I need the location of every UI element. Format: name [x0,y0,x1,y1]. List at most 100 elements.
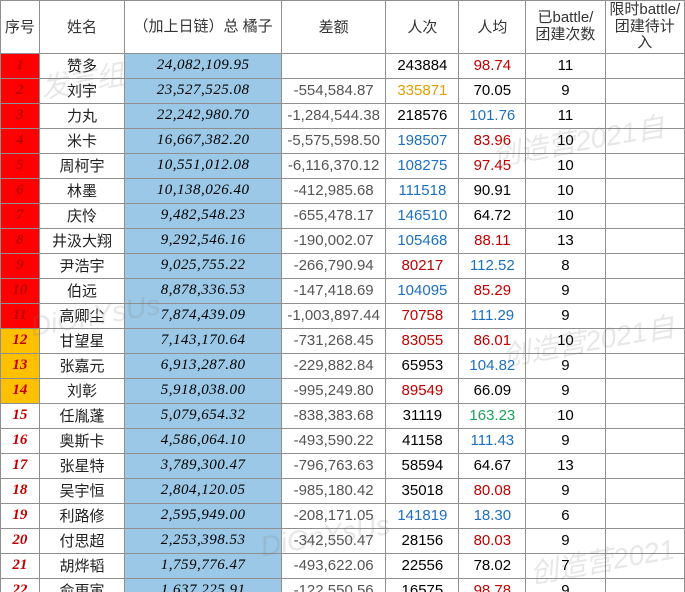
cell-avg: 83.96 [459,128,526,153]
cell-diff: -190,002.07 [281,228,385,253]
cell-id: 11 [1,303,40,328]
cell-name: 赞多 [39,53,125,78]
header-avg: 人均 [459,1,526,54]
cell-battle: 6 [526,503,605,528]
cell-name: 刘宇 [39,78,125,103]
cell-avg: 18.30 [459,503,526,528]
cell-name: 俞更寅 [39,578,125,592]
cell-avg: 64.67 [459,453,526,478]
cell-limit [605,328,684,353]
cell-name: 林墨 [39,178,125,203]
cell-total: 6,913,287.80 [125,353,282,378]
cell-battle: 13 [526,453,605,478]
cell-total: 1,637,225.91 [125,578,282,592]
table-row: 8井汲大翔9,292,546.16-190,002.0710546888.111… [1,228,685,253]
cell-limit [605,228,684,253]
table-row: 3力丸22,242,980.70-1,284,544.38218576101.7… [1,103,685,128]
cell-count: 35018 [386,478,459,503]
table-row: 6林墨10,138,026.40-412,985.6811151890.9110 [1,178,685,203]
ranking-table: 序号 姓名 （加上日链）总 橘子 差额 人次 人均 已battle/ 团建次数 … [0,0,685,592]
cell-avg: 112.52 [459,253,526,278]
cell-battle: 9 [526,428,605,453]
cell-diff: -1,284,544.38 [281,103,385,128]
cell-avg: 97.45 [459,153,526,178]
cell-id: 10 [1,278,40,303]
cell-battle: 9 [526,528,605,553]
cell-diff: -412,985.68 [281,178,385,203]
cell-limit [605,578,684,592]
cell-id: 3 [1,103,40,128]
cell-id: 15 [1,403,40,428]
cell-diff: -6,116,370.12 [281,153,385,178]
cell-id: 18 [1,478,40,503]
cell-limit [605,353,684,378]
cell-total: 1,759,776.47 [125,553,282,578]
cell-limit [605,128,684,153]
cell-avg: 78.02 [459,553,526,578]
cell-avg: 98.78 [459,578,526,592]
table-row: 13张嘉元6,913,287.80-229,882.8465953104.829 [1,353,685,378]
cell-id: 4 [1,128,40,153]
cell-diff: -5,575,598.50 [281,128,385,153]
header-total: （加上日链）总 橘子 [125,1,282,54]
cell-diff: -838,383.68 [281,403,385,428]
table-row: 18吴宇恒2,804,120.05-985,180.423501880.089 [1,478,685,503]
cell-limit [605,478,684,503]
cell-avg: 86.01 [459,328,526,353]
cell-diff: -493,590.22 [281,428,385,453]
cell-total: 23,527,525.08 [125,78,282,103]
table-row: 2刘宇23,527,525.08-554,584.8733587170.059 [1,78,685,103]
cell-limit [605,378,684,403]
cell-battle: 11 [526,103,605,128]
cell-limit [605,528,684,553]
cell-id: 7 [1,203,40,228]
cell-name: 甘望星 [39,328,125,353]
cell-name: 米卡 [39,128,125,153]
cell-count: 146510 [386,203,459,228]
cell-battle: 9 [526,578,605,592]
cell-limit [605,553,684,578]
cell-battle: 9 [526,378,605,403]
cell-diff: -342,550.47 [281,528,385,553]
cell-name: 张嘉元 [39,353,125,378]
cell-diff: -731,268.45 [281,328,385,353]
cell-id: 17 [1,453,40,478]
cell-avg: 64.72 [459,203,526,228]
cell-battle: 7 [526,553,605,578]
cell-diff: -122,550.56 [281,578,385,592]
cell-id: 21 [1,553,40,578]
cell-battle: 10 [526,403,605,428]
cell-count: 41158 [386,428,459,453]
cell-name: 胡烨韬 [39,553,125,578]
cell-diff: -493,622.06 [281,553,385,578]
header-count: 人次 [386,1,459,54]
cell-total: 9,292,546.16 [125,228,282,253]
cell-id: 5 [1,153,40,178]
table-row: 20付思超2,253,398.53-342,550.472815680.039 [1,528,685,553]
cell-count: 89549 [386,378,459,403]
cell-count: 80217 [386,253,459,278]
cell-count: 16575 [386,578,459,592]
cell-name: 任胤蓬 [39,403,125,428]
cell-id: 22 [1,578,40,592]
cell-count: 83055 [386,328,459,353]
cell-limit [605,403,684,428]
cell-name: 刘彰 [39,378,125,403]
cell-diff: -796,763.63 [281,453,385,478]
cell-count: 28156 [386,528,459,553]
cell-avg: 66.09 [459,378,526,403]
cell-limit [605,203,684,228]
table-row: 14刘彰5,918,038.00-995,249.808954966.099 [1,378,685,403]
cell-count: 218576 [386,103,459,128]
cell-name: 尹浩宇 [39,253,125,278]
cell-count: 105468 [386,228,459,253]
cell-limit [605,278,684,303]
cell-battle: 9 [526,78,605,103]
cell-battle: 10 [526,128,605,153]
cell-id: 14 [1,378,40,403]
cell-count: 111518 [386,178,459,203]
cell-avg: 98.74 [459,53,526,78]
cell-limit [605,253,684,278]
cell-battle: 10 [526,328,605,353]
cell-name: 井汲大翔 [39,228,125,253]
